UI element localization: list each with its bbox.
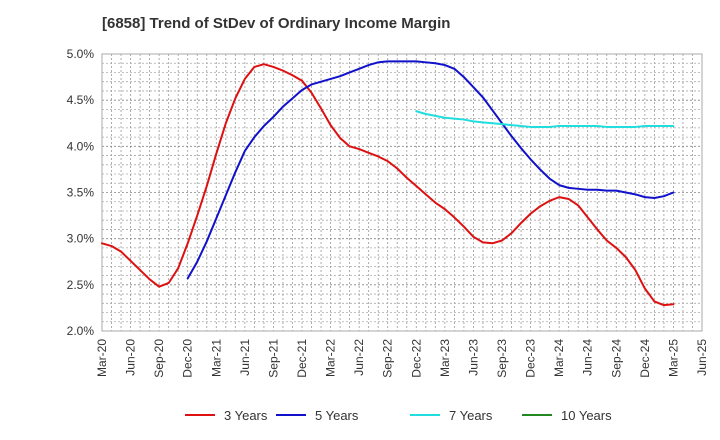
x-tick-label: Dec-23 <box>524 339 538 378</box>
x-tick-label: Mar-24 <box>552 339 566 377</box>
legend-label: 10 Years <box>561 408 612 423</box>
legend-label: 7 Years <box>449 408 493 423</box>
chart-title: [6858] Trend of StDev of Ordinary Income… <box>102 15 450 32</box>
x-tick-label: Dec-20 <box>181 339 195 378</box>
x-tick-label: Jun-23 <box>466 339 480 376</box>
legend-item: 10 Years <box>522 408 612 423</box>
x-tick-label: Sep-24 <box>609 339 623 378</box>
x-tick-label: Jun-21 <box>238 339 252 376</box>
x-tick-label: Dec-24 <box>638 339 652 378</box>
x-tick-label: Dec-21 <box>295 339 309 378</box>
plot-area-frame <box>101 53 703 332</box>
legend-label: 5 Years <box>315 408 359 423</box>
x-tick-label: Mar-25 <box>666 339 680 377</box>
series-line-7-years <box>415 110 675 128</box>
x-tick-label: Mar-23 <box>438 339 452 377</box>
x-tick-label: Jun-22 <box>352 339 366 376</box>
x-tick-label: Sep-22 <box>381 339 395 378</box>
y-tick-label: 3.5% <box>67 186 95 200</box>
x-tick-label: Dec-22 <box>409 339 423 378</box>
x-tick-label: Jun-20 <box>124 339 138 376</box>
x-tick-label: Mar-21 <box>209 339 223 377</box>
x-tick-label: Jun-25 <box>695 339 709 376</box>
series-lines <box>101 60 675 307</box>
legend-item: 3 Years <box>185 408 268 423</box>
x-tick-label: Sep-20 <box>152 339 166 378</box>
y-tick-label: 5.0% <box>67 47 95 61</box>
legend-label: 3 Years <box>224 408 268 423</box>
series-line-3-years <box>101 63 675 307</box>
x-tick-label: Mar-20 <box>95 339 109 377</box>
series-line-5-years <box>186 60 675 280</box>
y-tick-label: 3.0% <box>67 232 95 246</box>
x-tick-label: Sep-23 <box>495 339 509 378</box>
y-axis: 2.0% 2.5% 3.0% 3.5% 4.0% 4.5% 5.0% <box>67 47 95 338</box>
y-tick-label: 2.0% <box>67 324 95 338</box>
x-tick-label: Jun-24 <box>581 339 595 376</box>
y-tick-label: 2.5% <box>67 278 95 292</box>
x-tick-label: Mar-22 <box>324 339 338 377</box>
grid <box>101 54 703 331</box>
legend-item: 5 Years <box>276 408 359 423</box>
y-tick-label: 4.5% <box>67 93 95 107</box>
legend: 3 Years 5 Years 7 Years 10 Years <box>185 408 612 423</box>
x-tick-label: Sep-21 <box>266 339 280 378</box>
legend-item: 7 Years <box>410 408 493 423</box>
y-tick-label: 4.0% <box>67 139 95 153</box>
x-axis: Mar-20 Jun-20 Sep-20 Dec-20 Mar-21 Jun-21 Sep-… <box>95 339 709 378</box>
